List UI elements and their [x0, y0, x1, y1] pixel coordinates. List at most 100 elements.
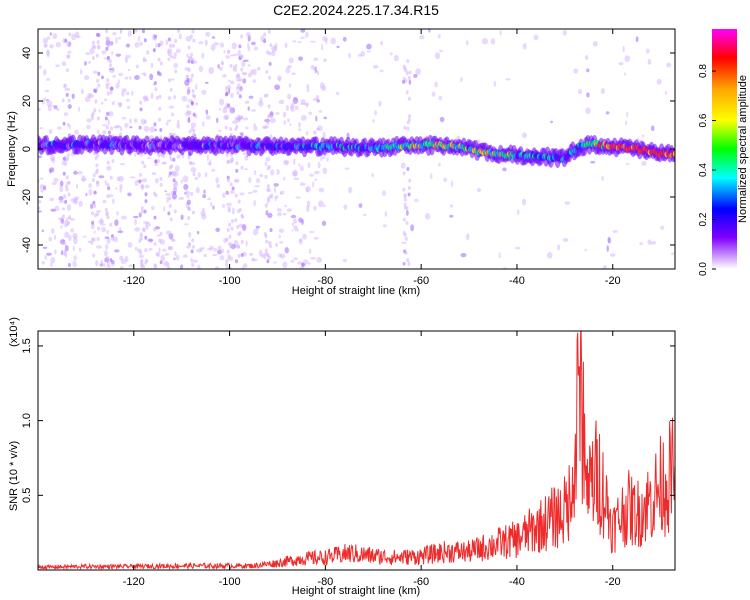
noise-point — [278, 234, 281, 239]
noise-point — [292, 97, 299, 105]
noise-point — [336, 45, 340, 49]
streak-point — [109, 41, 113, 46]
noise-point — [201, 89, 207, 95]
noise-point — [299, 36, 306, 39]
noise-point — [92, 70, 98, 74]
noise-point — [438, 49, 444, 53]
streak-point — [187, 242, 191, 247]
noise-point — [299, 266, 305, 269]
streak-point — [224, 125, 228, 130]
noise-point — [342, 36, 347, 42]
noise-point — [96, 129, 100, 134]
noise-point — [55, 41, 62, 48]
streak-point — [145, 225, 149, 230]
noise-point — [66, 203, 72, 211]
streak-point — [407, 261, 411, 266]
noise-point — [166, 119, 172, 122]
streak-point — [139, 172, 143, 177]
noise-point — [41, 98, 45, 105]
noise-point — [222, 203, 225, 208]
noise-point — [175, 48, 181, 54]
noise-point — [77, 170, 83, 175]
noise-point — [241, 60, 246, 68]
noise-point — [344, 167, 350, 170]
noise-point — [98, 109, 101, 113]
noise-point — [119, 125, 123, 132]
streak-point — [139, 250, 143, 255]
noise-point — [81, 177, 87, 182]
noise-point — [84, 75, 90, 81]
noise-point — [428, 29, 431, 33]
streak-point — [94, 99, 98, 104]
colorbar-tick-label: 0.6 — [698, 113, 709, 127]
noise-point — [309, 173, 314, 177]
noise-point — [310, 256, 317, 260]
noise-point — [258, 249, 263, 257]
noise-point — [465, 40, 469, 46]
noise-point — [56, 126, 62, 130]
noise-point — [267, 240, 272, 245]
streak-point — [174, 38, 178, 43]
noise-point — [46, 36, 51, 40]
noise-point — [306, 205, 310, 213]
noise-point — [211, 168, 216, 172]
streak-point — [93, 213, 97, 218]
noise-point — [50, 208, 57, 212]
noise-point — [134, 74, 140, 80]
y-tick-label: -20 — [21, 189, 33, 205]
streak-point — [268, 61, 272, 66]
noise-point — [208, 67, 215, 74]
noise-point — [450, 180, 454, 188]
streak-point — [139, 41, 143, 46]
streak-point — [154, 159, 158, 164]
noise-point — [321, 85, 327, 92]
noise-point — [300, 29, 306, 33]
noise-point — [301, 263, 306, 267]
noise-point — [405, 209, 409, 216]
noise-point — [112, 31, 117, 36]
colorbar: 0.0 0.2 0.4 0.6 0.8 Normalized spectral ampl… — [698, 29, 749, 276]
noise-point — [308, 248, 312, 255]
noise-point — [255, 225, 261, 229]
streak-point — [169, 217, 173, 222]
noise-point — [151, 206, 155, 211]
streak-point — [264, 248, 268, 253]
x-tick-label: -60 — [413, 576, 429, 588]
noise-point — [100, 259, 104, 267]
noise-point — [90, 203, 94, 209]
noise-point — [134, 227, 141, 232]
streak-point — [235, 168, 239, 173]
noise-point — [465, 233, 470, 241]
noise-point — [104, 179, 107, 186]
noise-point — [521, 132, 527, 139]
streak-point — [63, 252, 67, 257]
streak-point — [139, 232, 143, 237]
noise-point — [282, 213, 287, 216]
noise-point — [154, 163, 159, 167]
streak-point — [63, 241, 67, 246]
streak-point — [239, 115, 243, 120]
streak-point — [406, 258, 410, 263]
noise-point — [245, 126, 249, 130]
snr-frame — [37, 330, 676, 571]
streak-point — [225, 262, 229, 267]
streak-point — [402, 187, 406, 192]
noise-point — [213, 42, 220, 46]
noise-point — [195, 187, 200, 194]
noise-point — [247, 64, 251, 67]
noise-point — [316, 99, 320, 103]
noise-point — [380, 40, 383, 46]
noise-point — [205, 109, 209, 115]
noise-point — [120, 258, 127, 265]
noise-point — [54, 249, 57, 255]
streak-point — [97, 45, 101, 50]
noise-point — [181, 95, 188, 102]
streak-point — [408, 114, 412, 119]
noise-point — [61, 207, 66, 211]
noise-point — [46, 100, 53, 107]
noise-point — [41, 260, 45, 265]
streak-point — [406, 166, 410, 171]
streak-point — [266, 187, 270, 192]
noise-point — [154, 128, 157, 132]
streak-point — [157, 57, 161, 62]
